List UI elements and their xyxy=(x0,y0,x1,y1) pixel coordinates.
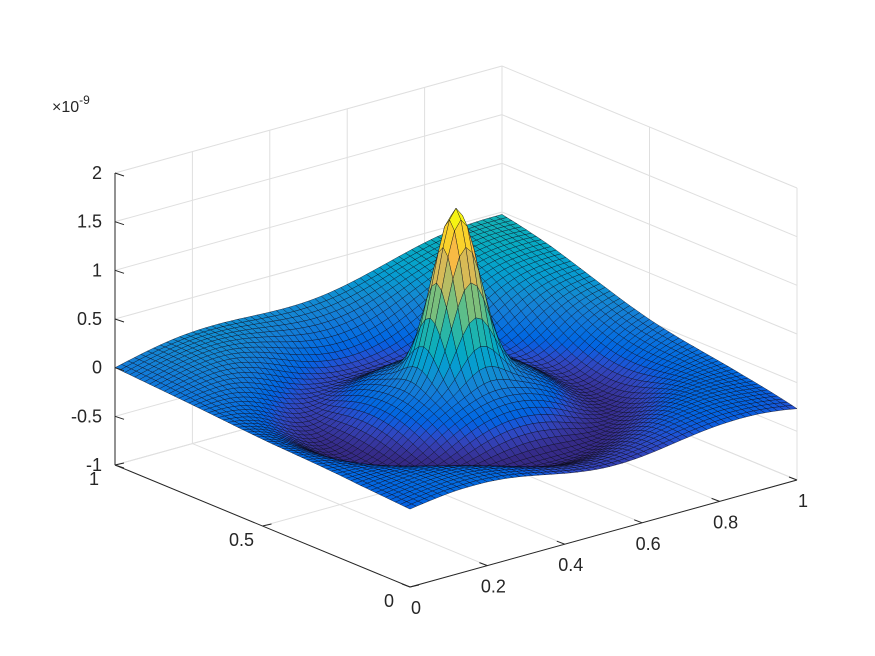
wall-grid-z2 xyxy=(501,211,798,335)
x-tick xyxy=(634,519,643,524)
x-tick xyxy=(788,476,798,481)
z-tick xyxy=(114,464,125,469)
surface-patch xyxy=(404,503,417,510)
wall-grid-z xyxy=(114,211,503,320)
z-tick xyxy=(114,367,125,372)
wall-grid-z2 xyxy=(501,114,798,238)
y-tick xyxy=(262,523,272,527)
z-exponent-label: ×10-9 xyxy=(52,93,90,116)
z-tick xyxy=(114,269,125,274)
y-tick xyxy=(114,462,125,466)
wall-grid-z2 xyxy=(501,65,798,189)
z-exponent-base: ×10 xyxy=(52,99,79,116)
x-tick-label: 1 xyxy=(798,491,808,511)
x-tick-label: 0.8 xyxy=(713,512,738,532)
x-tick-label: 0.4 xyxy=(558,555,583,575)
surface-mesh xyxy=(114,207,798,510)
wall-grid-z xyxy=(114,114,503,223)
z-exponent-power: -9 xyxy=(79,93,90,107)
wall-grid-z2 xyxy=(501,162,798,286)
z-tick-label: 1 xyxy=(92,260,102,280)
z-tick xyxy=(114,415,125,420)
wall-grid-z xyxy=(114,65,503,174)
z-tick xyxy=(114,172,125,177)
y-tick-label: 1 xyxy=(89,469,99,489)
x-axis-line xyxy=(409,479,798,588)
z-tick-label: 0 xyxy=(92,358,102,378)
svg-text:×10-9: ×10-9 xyxy=(52,93,90,116)
x-tick-label: 0.6 xyxy=(636,534,661,554)
z-tick-label: 1.5 xyxy=(77,212,102,232)
y-tick-label: 0.5 xyxy=(229,530,254,550)
z-tick xyxy=(114,221,125,226)
y-tick xyxy=(409,584,420,588)
y-tick-label: 0 xyxy=(384,591,394,611)
z-tick xyxy=(114,318,125,323)
x-tick xyxy=(556,540,565,545)
wall-grid-z xyxy=(114,162,503,271)
x-tick xyxy=(711,497,720,502)
x-tick-label: 0.2 xyxy=(481,577,506,597)
x-tick xyxy=(401,583,411,588)
z-tick-label: -0.5 xyxy=(71,406,102,426)
x-tick xyxy=(479,562,488,567)
z-tick-label: 0.5 xyxy=(77,309,102,329)
z-tick-label: -1 xyxy=(86,455,102,475)
z-tick-label: 2 xyxy=(92,163,102,183)
x-tick-label: 0 xyxy=(411,598,421,618)
